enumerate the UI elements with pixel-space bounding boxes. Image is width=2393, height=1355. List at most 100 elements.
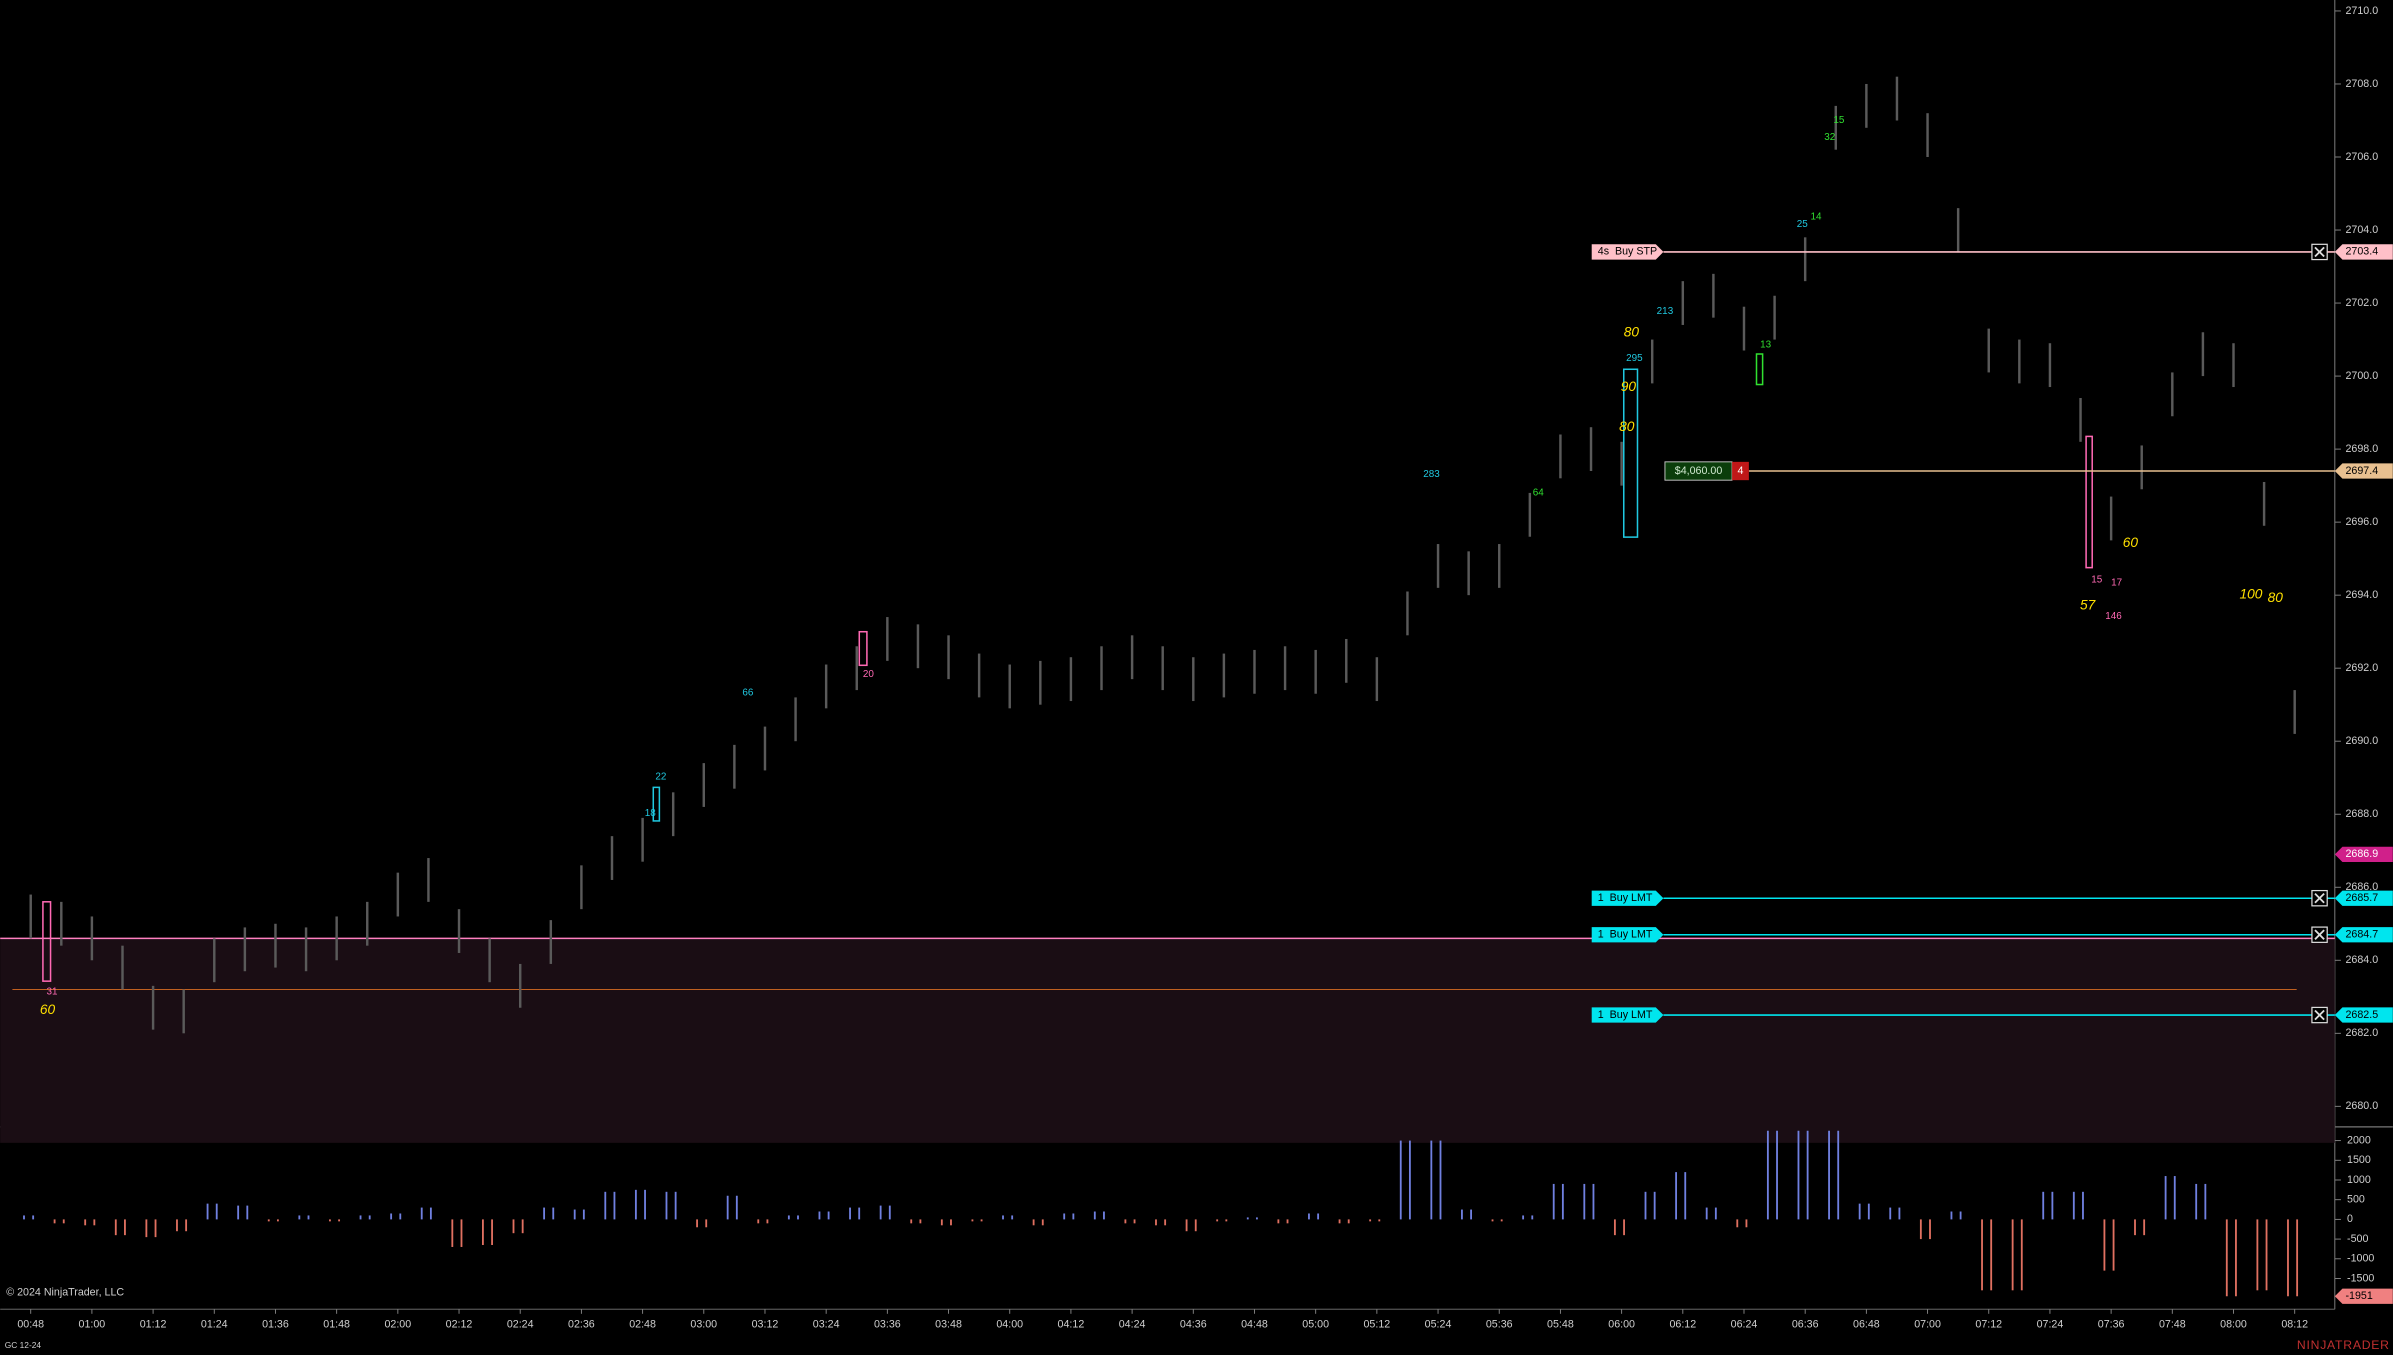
x-tick-label: 06:48 bbox=[1853, 1318, 1880, 1330]
indicator-bar bbox=[512, 1219, 515, 1234]
indicator-bar bbox=[114, 1219, 117, 1236]
indicator-bar bbox=[1919, 1219, 1922, 1240]
copyright: © 2024 NinjaTrader, LLC bbox=[6, 1286, 124, 1298]
last-price-tag-label: 2686.9 bbox=[2346, 848, 2379, 860]
indicator-bar bbox=[2082, 1191, 2084, 1220]
indicator-bar bbox=[1041, 1219, 1044, 1226]
indicator-bar bbox=[1286, 1219, 1289, 1224]
indicator-bar bbox=[390, 1213, 393, 1220]
indicator-bar bbox=[481, 1219, 484, 1246]
annotation: 100 bbox=[2239, 587, 2262, 602]
x-tick-label: 02:24 bbox=[507, 1318, 534, 1330]
indicator-bar bbox=[246, 1205, 249, 1220]
x-tick-label: 06:00 bbox=[1608, 1318, 1635, 1330]
indicator-bar bbox=[329, 1219, 331, 1222]
y-tick-label: 2708.0 bbox=[2346, 78, 2379, 90]
indicator-bar bbox=[950, 1219, 952, 1226]
position-tag bbox=[2334, 463, 2393, 479]
x-tick-label: 03:12 bbox=[752, 1318, 779, 1330]
indicator-bar bbox=[1347, 1219, 1350, 1224]
cancel-x bbox=[2314, 892, 2325, 904]
indicator-bar bbox=[726, 1195, 729, 1220]
order-label-box bbox=[1591, 927, 1664, 943]
x-tick-label: 02:00 bbox=[384, 1318, 411, 1330]
indicator-bar bbox=[1063, 1213, 1066, 1220]
order-tag-label: 2684.7 bbox=[2346, 929, 2379, 941]
order-tag bbox=[2334, 244, 2393, 260]
indicator-bar bbox=[1032, 1219, 1035, 1226]
x-tick-label: 01:48 bbox=[323, 1318, 350, 1330]
indicator-bar bbox=[2296, 1219, 2299, 1297]
order-label: 1 Buy LMT bbox=[1598, 892, 1653, 904]
order-tag-label: 2682.5 bbox=[2346, 1009, 2379, 1021]
annotation: 80 bbox=[1619, 419, 1635, 434]
position-pnl: $4,060.00 bbox=[1675, 465, 1723, 477]
indicator-bar bbox=[32, 1215, 35, 1220]
indicator-bar bbox=[1399, 1140, 1402, 1220]
x-tick-label: 07:36 bbox=[2098, 1318, 2125, 1330]
order-tag-label: 2703.4 bbox=[2346, 246, 2379, 258]
indicator-bar bbox=[1246, 1217, 1249, 1220]
indicator-bar bbox=[543, 1207, 546, 1220]
order-label: 4s Buy STP bbox=[1598, 246, 1657, 258]
indicator-bar bbox=[1561, 1183, 1564, 1220]
indicator-bar bbox=[1898, 1207, 1901, 1220]
indicator-tick-label: 1500 bbox=[2347, 1154, 2371, 1166]
indicator-bar bbox=[1684, 1172, 1687, 1220]
order-cancel[interactable] bbox=[2311, 1006, 2328, 1024]
indicator-bar bbox=[1317, 1213, 1320, 1220]
indicator-bar bbox=[787, 1215, 790, 1220]
x-tick-label: 05:12 bbox=[1364, 1318, 1391, 1330]
indicator-tick-label: 1000 bbox=[2347, 1174, 2371, 1186]
indicator-bar bbox=[2287, 1219, 2289, 1297]
indicator-bar bbox=[1369, 1219, 1372, 1222]
annotation: 25 bbox=[1797, 219, 1809, 230]
indicator-bar bbox=[2042, 1191, 2045, 1220]
y-tick-label: 2710.0 bbox=[2346, 5, 2379, 17]
indicator-bar bbox=[124, 1219, 126, 1236]
indicator-bar bbox=[1867, 1203, 1870, 1220]
indicator-bar bbox=[185, 1219, 188, 1232]
y-tick-label: 2706.0 bbox=[2346, 151, 2379, 163]
order-cancel[interactable] bbox=[2311, 926, 2328, 943]
indicator-bar bbox=[460, 1219, 463, 1247]
indicator-bar bbox=[2112, 1219, 2115, 1271]
x-tick-label: 01:00 bbox=[79, 1318, 106, 1330]
indicator-bar bbox=[1277, 1219, 1280, 1224]
x-tick-label: 06:24 bbox=[1731, 1318, 1758, 1330]
x-tick-label: 03:00 bbox=[690, 1318, 717, 1330]
indicator-bar bbox=[2103, 1219, 2106, 1271]
order-cancel[interactable] bbox=[2311, 889, 2328, 907]
indicator-bar bbox=[276, 1219, 279, 1222]
indicator-tick-label: -1500 bbox=[2347, 1272, 2374, 1284]
indicator-bar bbox=[23, 1215, 25, 1220]
order-label-box bbox=[1591, 244, 1664, 260]
indicator-bar bbox=[1072, 1213, 1075, 1220]
y-tick-label: 2702.0 bbox=[2346, 297, 2379, 309]
indicator-bar bbox=[1011, 1215, 1014, 1220]
indicator-bar bbox=[1338, 1219, 1341, 1224]
x-tick-label: 03:36 bbox=[874, 1318, 901, 1330]
annotation: 31 bbox=[47, 986, 59, 997]
indicator-bar bbox=[1745, 1219, 1748, 1228]
position-qty: 4 bbox=[1738, 465, 1744, 477]
order-tag bbox=[2334, 890, 2393, 906]
indicator-bar bbox=[1736, 1219, 1739, 1228]
indicator-bar bbox=[1806, 1130, 1809, 1220]
indicator-bar bbox=[613, 1191, 616, 1220]
order-tag bbox=[2334, 927, 2393, 943]
y-tick-label: 2680.0 bbox=[2346, 1100, 2379, 1112]
indicator-bar bbox=[176, 1219, 178, 1232]
indicator-bar bbox=[1981, 1219, 1983, 1291]
order-cancel[interactable] bbox=[2311, 243, 2328, 261]
x-tick-label: 04:48 bbox=[1241, 1318, 1268, 1330]
indicator-bar bbox=[1256, 1217, 1258, 1220]
indicator-bar bbox=[93, 1219, 96, 1226]
annotation: 283 bbox=[1423, 469, 1440, 480]
indicator-bar bbox=[1408, 1140, 1411, 1220]
x-tick-label: 07:48 bbox=[2159, 1318, 2186, 1330]
annotation: 14 bbox=[1811, 211, 1823, 222]
indicator-bar bbox=[521, 1219, 524, 1234]
annotation: 213 bbox=[1657, 306, 1674, 317]
indicator-tick-label: -500 bbox=[2347, 1233, 2368, 1245]
